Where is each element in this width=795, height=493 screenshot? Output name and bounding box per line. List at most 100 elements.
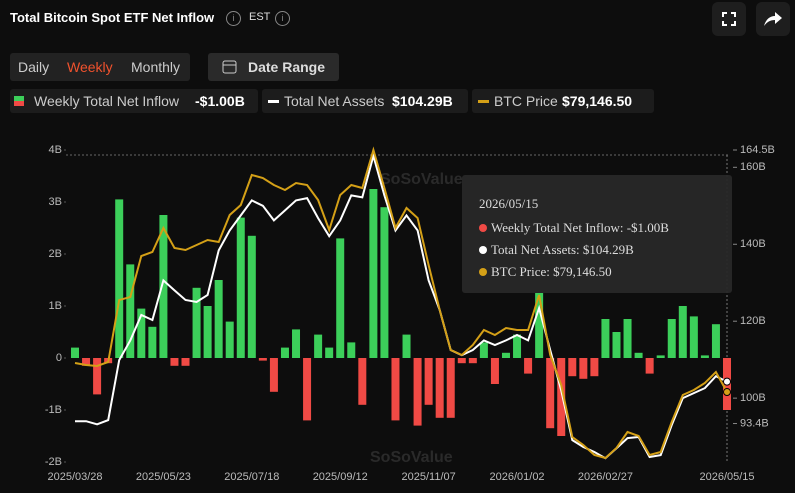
bar: [479, 342, 488, 358]
bar: [380, 207, 389, 358]
info-icon[interactable]: i: [275, 11, 290, 26]
bar: [192, 287, 201, 358]
legend-value: $79,146.50: [562, 93, 633, 109]
page-title: Total Bitcoin Spot ETF Net Inflow: [10, 10, 215, 25]
bar: [402, 334, 411, 358]
bar: [490, 358, 499, 384]
legend-value: -$1.00B: [195, 93, 245, 109]
bar: [82, 358, 91, 366]
x-tick-label: 2026/01/02: [490, 471, 545, 483]
period-tabs: Daily Weekly Monthly: [10, 53, 190, 81]
bar: [336, 238, 345, 358]
date-range-button[interactable]: Date Range: [208, 53, 339, 81]
y2-tick-label: 140B: [740, 238, 766, 250]
x-tick-label: 2025/03/28: [47, 471, 102, 483]
bar: [292, 329, 301, 358]
bar: [93, 358, 102, 395]
legend-item: Weekly Total Net Inflow -$1.00B: [10, 89, 258, 113]
fullscreen-icon: [722, 12, 736, 26]
bar: [645, 358, 654, 374]
tooltip-row: Total Net Assets: $104.29B: [479, 242, 634, 258]
y-tick-label: 4B: [49, 144, 62, 156]
y-tick-label: -2B: [45, 456, 62, 468]
bar: [303, 358, 312, 421]
bar: [468, 358, 477, 364]
x-tick-label: 2026/02/27: [578, 471, 633, 483]
bar: [314, 334, 323, 358]
tab[interactable]: Daily: [18, 59, 50, 75]
bar: [148, 326, 157, 358]
legend-label: Weekly Total Net Inflow: [34, 93, 179, 109]
info-icon[interactable]: i: [226, 11, 241, 26]
bar: [280, 347, 289, 358]
calendar-icon: [222, 60, 237, 74]
bar: [435, 358, 444, 418]
bar: [413, 358, 422, 426]
bar: [137, 308, 146, 358]
bar: [634, 352, 643, 358]
share-icon: [764, 12, 782, 26]
tab-active[interactable]: Weekly: [67, 59, 113, 75]
bar: [501, 352, 510, 358]
bar: [247, 235, 256, 358]
bar: [557, 358, 566, 436]
y-tick-label: 1B: [49, 300, 62, 312]
bar: [689, 316, 698, 358]
bar: [667, 319, 676, 358]
bar: [457, 358, 466, 364]
end-point: [723, 377, 731, 386]
bar: [159, 215, 168, 358]
tooltip-date: 2026/05/15: [479, 196, 539, 211]
tooltip-row: Weekly Total Net Inflow: -$1.00B: [479, 220, 669, 236]
bar: [203, 306, 212, 358]
y-tick-label: 2B: [49, 248, 62, 260]
bar: [358, 358, 367, 405]
x-tick-label: 2025/07/18: [224, 471, 279, 483]
tooltip-text: Total Net Assets: $104.29B: [491, 242, 634, 257]
tab[interactable]: Monthly: [131, 59, 181, 75]
x-tick-label: 2025/09/12: [313, 471, 368, 483]
bar: [424, 358, 433, 405]
bar: [711, 324, 720, 358]
date-range-label: Date Range: [248, 59, 326, 75]
bar: [170, 358, 179, 366]
tooltip: 2026/05/15 Weekly Total Net Inflow: -$1.…: [462, 175, 732, 293]
legend-label: Total Net Assets: [284, 93, 385, 109]
bar: [225, 321, 234, 358]
line: [74, 146, 728, 460]
y2-tick-label: 93.4B: [740, 417, 769, 429]
bar: [612, 332, 621, 358]
bar: [391, 358, 400, 421]
bar: [700, 355, 709, 358]
bar: [524, 358, 533, 374]
legend-value: $104.29B: [392, 93, 453, 109]
tooltip-text: BTC Price: $79,146.50: [491, 264, 612, 279]
bar: [590, 358, 599, 377]
x-tick-label: 2025/11/07: [402, 471, 456, 483]
y2-tick-label: 100B: [740, 392, 766, 404]
bar: [269, 358, 278, 392]
bar: [656, 355, 665, 358]
legend-swatch: [268, 100, 279, 103]
bar: [369, 189, 378, 358]
bar: [181, 358, 190, 366]
bar: [546, 358, 555, 429]
tooltip-row: BTC Price: $79,146.50: [479, 264, 612, 280]
bar: [71, 347, 79, 358]
bar: [236, 217, 245, 358]
bar: [513, 334, 522, 358]
legend-label: BTC Price: [494, 93, 558, 109]
fullscreen-button[interactable]: [712, 2, 746, 36]
legend-item: BTC Price $79,146.50: [472, 89, 654, 113]
share-button[interactable]: [756, 2, 790, 36]
y-tick-label: 3B: [49, 196, 62, 208]
legend-swatch: [14, 96, 24, 106]
tooltip-text: Weekly Total Net Inflow: -$1.00B: [491, 220, 669, 235]
y2-tick-label: 160B: [740, 161, 766, 173]
bar: [325, 347, 334, 358]
bar: [115, 199, 124, 358]
watermark: SoSoValue: [370, 449, 453, 466]
y2-tick-label: 164.5B: [740, 144, 775, 156]
